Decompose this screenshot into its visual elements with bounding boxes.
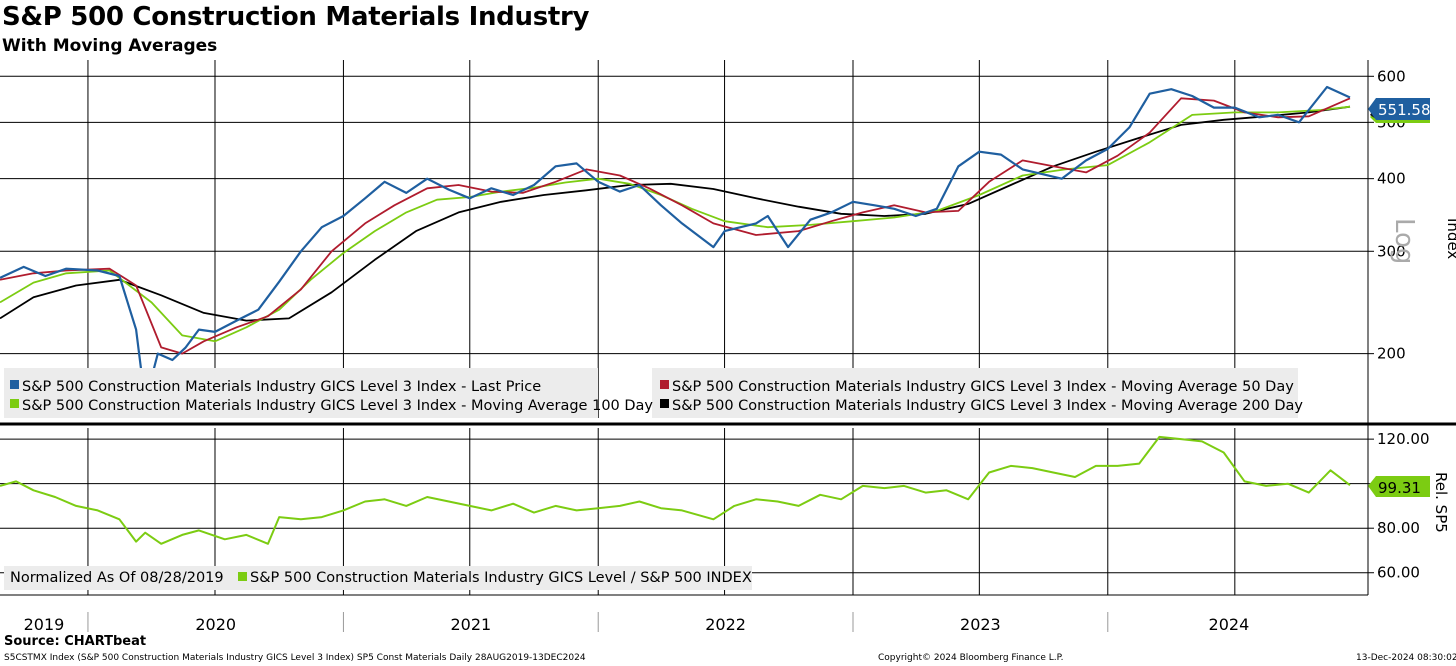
upper-legend: S&P 500 Construction Materials Industry …: [4, 368, 1303, 418]
x-tick-label-year: 2022: [705, 615, 746, 634]
x-tick-label-year: 2020: [195, 615, 236, 634]
lower-legend: Normalized As Of 08/28/2019 S&P 500 Cons…: [4, 566, 752, 590]
legend-swatch-relative: [238, 572, 247, 581]
upper-last-value-tags: 551.58: [1368, 98, 1431, 123]
lower-y-tick-label: 60.00: [1377, 564, 1420, 582]
footer-copyright: Copyright© 2024 Bloomberg Finance L.P.: [878, 653, 1064, 663]
last-price-tag: [1368, 98, 1430, 120]
legend-box-left: [4, 368, 598, 418]
lower-legend-box: [4, 566, 752, 590]
upper-series-group: [0, 85, 1351, 404]
series-line-ma50: [0, 97, 1351, 355]
legend-label-last-price: S&P 500 Construction Materials Industry …: [22, 379, 541, 395]
legend-swatch-ma200: [660, 399, 669, 408]
upper-y-tick-label: 600: [1377, 67, 1406, 85]
legend-label-ma200: S&P 500 Construction Materials Industry …: [672, 398, 1303, 414]
series-line-last-price: [0, 85, 1351, 404]
x-tick-label-year: 2023: [960, 615, 1001, 634]
upper-y-tick-label: 300: [1377, 242, 1406, 260]
source-note: Source: CHARTbeat: [4, 634, 147, 649]
last-price-label: 551.58: [1378, 101, 1431, 119]
chart-subtitle: With Moving Averages: [2, 36, 218, 56]
upper-y-tick-label: 400: [1377, 170, 1406, 188]
legend-swatch-last-price: [10, 380, 19, 389]
normalized-note: Normalized As Of 08/28/2019: [10, 570, 224, 586]
series-line-ma100: [0, 105, 1351, 343]
series-line-ma200: [0, 105, 1351, 322]
footer-timestamp: 13-Dec-2024 08:30:02: [1356, 653, 1456, 663]
x-tick-label-year: 2024: [1209, 615, 1250, 634]
legend-label-relative: S&P 500 Construction Materials Industry …: [250, 570, 752, 586]
log-scale-label: Log: [1389, 218, 1419, 264]
relative-tag: [1368, 476, 1430, 497]
relative-last-label: 99.31: [1378, 479, 1421, 497]
chart-title: S&P 500 Construction Materials Industry: [2, 2, 590, 32]
upper-y-tick-label: 200: [1377, 345, 1406, 363]
lower-y-axis-label: Rel. SP5: [1432, 472, 1450, 533]
lower-y-tick-label: 80.00: [1377, 519, 1420, 537]
upper-grid: [0, 60, 1368, 418]
lower-series-group: [0, 435, 1351, 545]
lower-last-value-tag: 99.31: [1368, 476, 1430, 497]
series-line-relative: [0, 435, 1351, 545]
footer-index-description: S5CSTMX Index (S&P 500 Construction Mate…: [4, 653, 586, 663]
lower-y-tick-label: 120.00: [1377, 430, 1430, 448]
x-axis-years: 2019 2020 2021 2022 2023 2024: [24, 612, 1250, 634]
legend-swatch-ma50: [660, 380, 669, 389]
upper-y-axis-label: Index: [1444, 218, 1456, 259]
x-tick-label-year: 2019: [24, 615, 65, 634]
x-tick-label-year: 2021: [450, 615, 491, 634]
legend-label-ma100: S&P 500 Construction Materials Industry …: [22, 398, 653, 414]
legend-swatch-ma100: [10, 399, 19, 408]
legend-box-right: [652, 368, 1298, 418]
legend-label-ma50: S&P 500 Construction Materials Industry …: [672, 379, 1294, 395]
